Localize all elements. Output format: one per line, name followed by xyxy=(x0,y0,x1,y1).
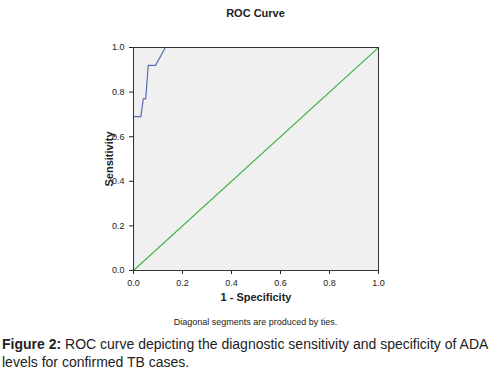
html-text:ROC Curve: ROC Curve xyxy=(226,7,285,19)
svg-text:1 - Specificity: 1 - Specificity xyxy=(221,291,293,303)
svg-text:0.2: 0.2 xyxy=(176,278,189,288)
svg-text:Sensitivity: Sensitivity xyxy=(103,131,115,187)
svg-text:0.4: 0.4 xyxy=(112,176,125,187)
html-text:Figure 2: ROC curve depicting: Figure 2: ROC curve depicting the diagno… xyxy=(2,336,488,370)
svg-text:0.6: 0.6 xyxy=(274,278,287,288)
svg-text:0.0: 0.0 xyxy=(112,265,125,275)
svg-text:0.4: 0.4 xyxy=(225,278,238,288)
svg-text:0.0: 0.0 xyxy=(127,278,140,288)
svg-text:0.8: 0.8 xyxy=(112,87,125,97)
svg-text:1.0: 1.0 xyxy=(112,42,125,52)
svg-text:0.2: 0.2 xyxy=(112,221,125,231)
svg-text:0.8: 0.8 xyxy=(323,278,336,288)
svg-text:1.0: 1.0 xyxy=(372,278,385,288)
svg-text:0.6: 0.6 xyxy=(112,131,125,142)
html-text:Diagonal segments are produced: Diagonal segments are produced by ties. xyxy=(173,317,338,327)
